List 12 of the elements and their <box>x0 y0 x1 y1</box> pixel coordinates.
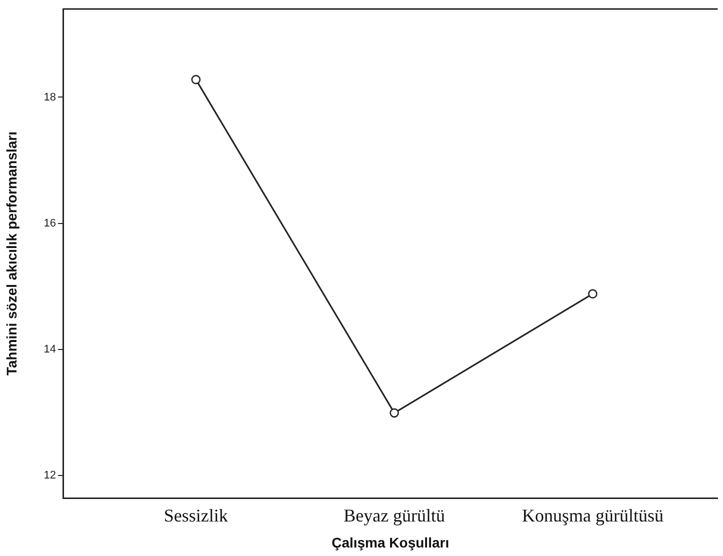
y-tick-label: 16 <box>44 217 56 230</box>
x-tick-label: Konuşma gürültüsü <box>522 506 664 526</box>
point <box>390 408 399 418</box>
y-tick-label: 12 <box>44 469 56 482</box>
point <box>588 289 598 298</box>
x-axis-title: Çalışma Koşulları <box>332 534 450 550</box>
point <box>191 74 201 84</box>
x-tick-label: Sessizlik <box>164 506 228 526</box>
x-tick-label: Beyaz gürültü <box>344 506 446 526</box>
y-axis-title: Tahmini sözel akıcılık performansları <box>3 131 20 376</box>
y-tick-label: 18 <box>44 91 56 104</box>
y-tick-label: 14 <box>44 343 56 356</box>
